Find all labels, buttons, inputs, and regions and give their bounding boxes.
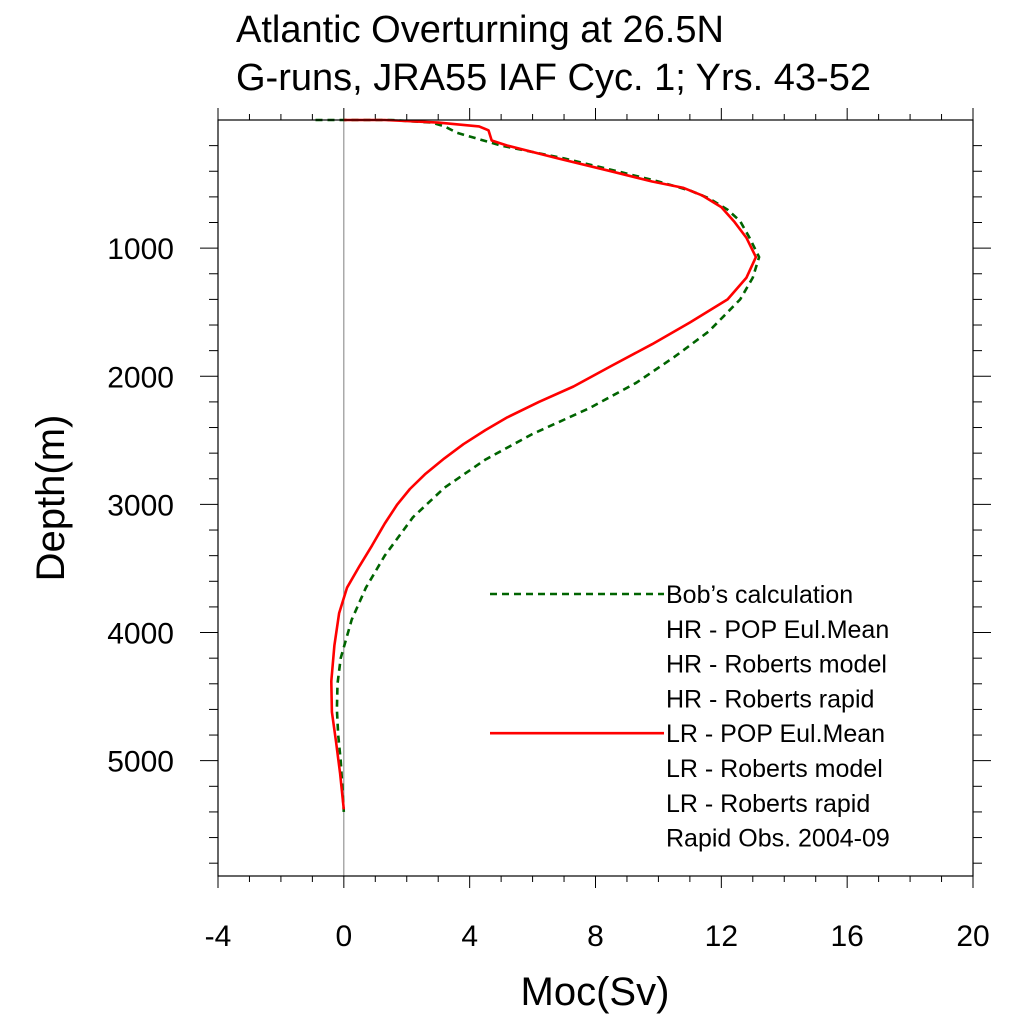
x-tick-label: 16 bbox=[830, 920, 863, 953]
chart-subtitle: G-runs, JRA55 IAF Cyc. 1; Yrs. 43-52 bbox=[236, 57, 871, 99]
y-tick-label: 2000 bbox=[107, 361, 174, 394]
x-axis-ticks: -4 0 4 8 12 16 20 bbox=[205, 108, 990, 953]
series-lines bbox=[315, 118, 761, 812]
legend: Bob’s calculation HR - POP Eul.Mean HR - R… bbox=[490, 581, 890, 853]
x-tick-label: -4 bbox=[205, 920, 232, 953]
legend-label: HR - Roberts rapid bbox=[666, 685, 874, 713]
y-tick-label: 3000 bbox=[107, 489, 174, 522]
y-tick-label: 5000 bbox=[107, 746, 174, 779]
chart-title: Atlantic Overturning at 26.5N bbox=[236, 9, 724, 51]
y-tick-label: 4000 bbox=[107, 618, 174, 651]
x-tick-label: 12 bbox=[705, 920, 738, 953]
legend-label: Bob’s calculation bbox=[666, 581, 853, 609]
x-tick-label: 20 bbox=[956, 920, 989, 953]
plot-frame bbox=[217, 119, 974, 877]
legend-label: Rapid Obs. 2004-09 bbox=[666, 825, 890, 853]
legend-label: HR - POP Eul.Mean bbox=[666, 616, 889, 644]
legend-label: LR - POP Eul.Mean bbox=[666, 720, 885, 748]
legend-label: HR - Roberts model bbox=[666, 651, 887, 679]
y-tick-label: 1000 bbox=[107, 233, 174, 266]
series-line bbox=[330, 118, 758, 810]
x-tick-label: 8 bbox=[587, 920, 604, 953]
legend-label: LR - Roberts rapid bbox=[666, 790, 870, 818]
y-axis-label: Depth(m) bbox=[29, 415, 73, 582]
x-tick-label: 0 bbox=[335, 920, 352, 953]
x-tick-label: 4 bbox=[461, 920, 478, 953]
y-axis-ticks: 1000 2000 3000 4000 5000 bbox=[107, 145, 991, 864]
legend-label: LR - Roberts model bbox=[666, 755, 883, 783]
x-axis-label: Moc(Sv) bbox=[521, 970, 670, 1014]
